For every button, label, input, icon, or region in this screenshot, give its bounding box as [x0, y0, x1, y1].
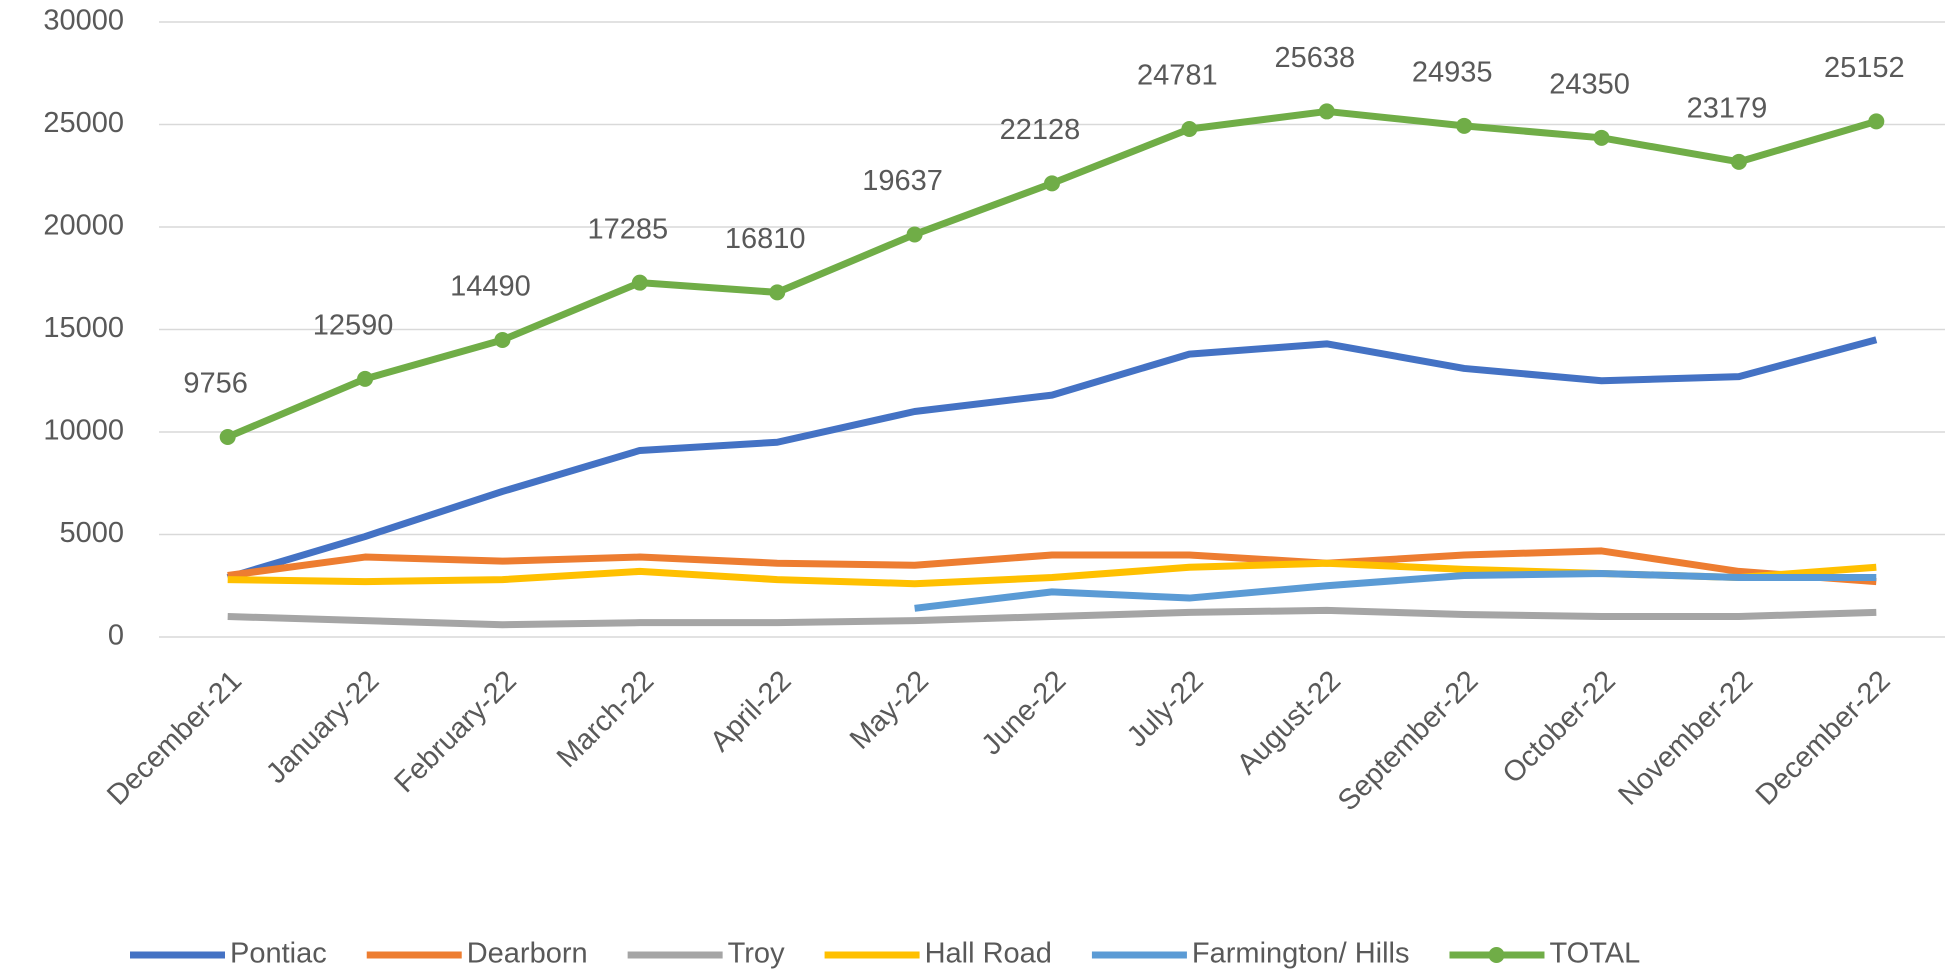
data-label: 22128: [1000, 114, 1081, 146]
data-label: 25152: [1824, 52, 1905, 84]
point: [494, 331, 511, 348]
y-tick-label: 0: [108, 620, 124, 652]
data-label: 24350: [1549, 68, 1630, 100]
data-label: 12590: [313, 310, 394, 342]
x-tick-label: March-22: [551, 665, 660, 774]
series-line: [227, 606, 1877, 629]
point: [1181, 120, 1198, 137]
data-label: 25638: [1274, 42, 1355, 74]
data-label: 19637: [862, 165, 943, 197]
point: [1318, 103, 1335, 120]
data-label: 16810: [725, 223, 806, 255]
x-tick-label: August-22: [1231, 665, 1347, 781]
series-line: [227, 547, 1877, 586]
x-tick-label: June-22: [976, 665, 1073, 762]
x-tick-label: October-22: [1497, 665, 1622, 790]
x-tick-label: December-22: [1750, 665, 1897, 812]
legend-marker: [1488, 947, 1505, 963]
x-tick-label: May-22: [844, 665, 935, 756]
y-tick-label: 25000: [43, 107, 124, 139]
legend-label: Hall Road: [925, 938, 1052, 970]
legend-label: Farmington/ Hills: [1192, 938, 1410, 970]
data-label: 14490: [450, 271, 531, 303]
point: [769, 284, 786, 301]
y-tick-label: 20000: [43, 210, 124, 242]
point: [219, 429, 236, 446]
y-tick-label: 10000: [43, 415, 124, 447]
data-label: 17285: [588, 213, 669, 245]
legend-label: Dearborn: [467, 938, 588, 970]
x-tick-label: July-22: [1121, 665, 1210, 754]
x-tick-label: January-22: [260, 665, 385, 790]
point: [1593, 129, 1610, 146]
x-tick-label: November-22: [1612, 665, 1759, 812]
x-tick-label: February-22: [388, 665, 522, 799]
legend-label: TOTAL: [1549, 938, 1640, 970]
y-tick-label: 15000: [43, 312, 124, 344]
x-tick-label: April-22: [704, 665, 797, 758]
legend-label: Pontiac: [230, 938, 327, 970]
point: [1730, 153, 1747, 170]
point: [1868, 113, 1885, 130]
x-tick-label: December-21: [101, 665, 248, 812]
point: [357, 370, 374, 387]
data-label: 24781: [1137, 60, 1218, 92]
data-label: 23179: [1687, 92, 1768, 124]
legend-label: Troy: [728, 938, 785, 970]
x-tick-label: September-22: [1332, 665, 1485, 818]
y-tick-label: 30000: [43, 5, 124, 37]
point: [906, 226, 923, 243]
point: [1456, 117, 1473, 134]
y-tick-label: 5000: [59, 517, 124, 549]
data-label: 24935: [1412, 56, 1493, 88]
series-line: [914, 569, 1877, 612]
series-line: [226, 336, 1878, 581]
data-label: 9756: [183, 368, 248, 400]
point: [1044, 175, 1060, 192]
point: [631, 274, 648, 291]
